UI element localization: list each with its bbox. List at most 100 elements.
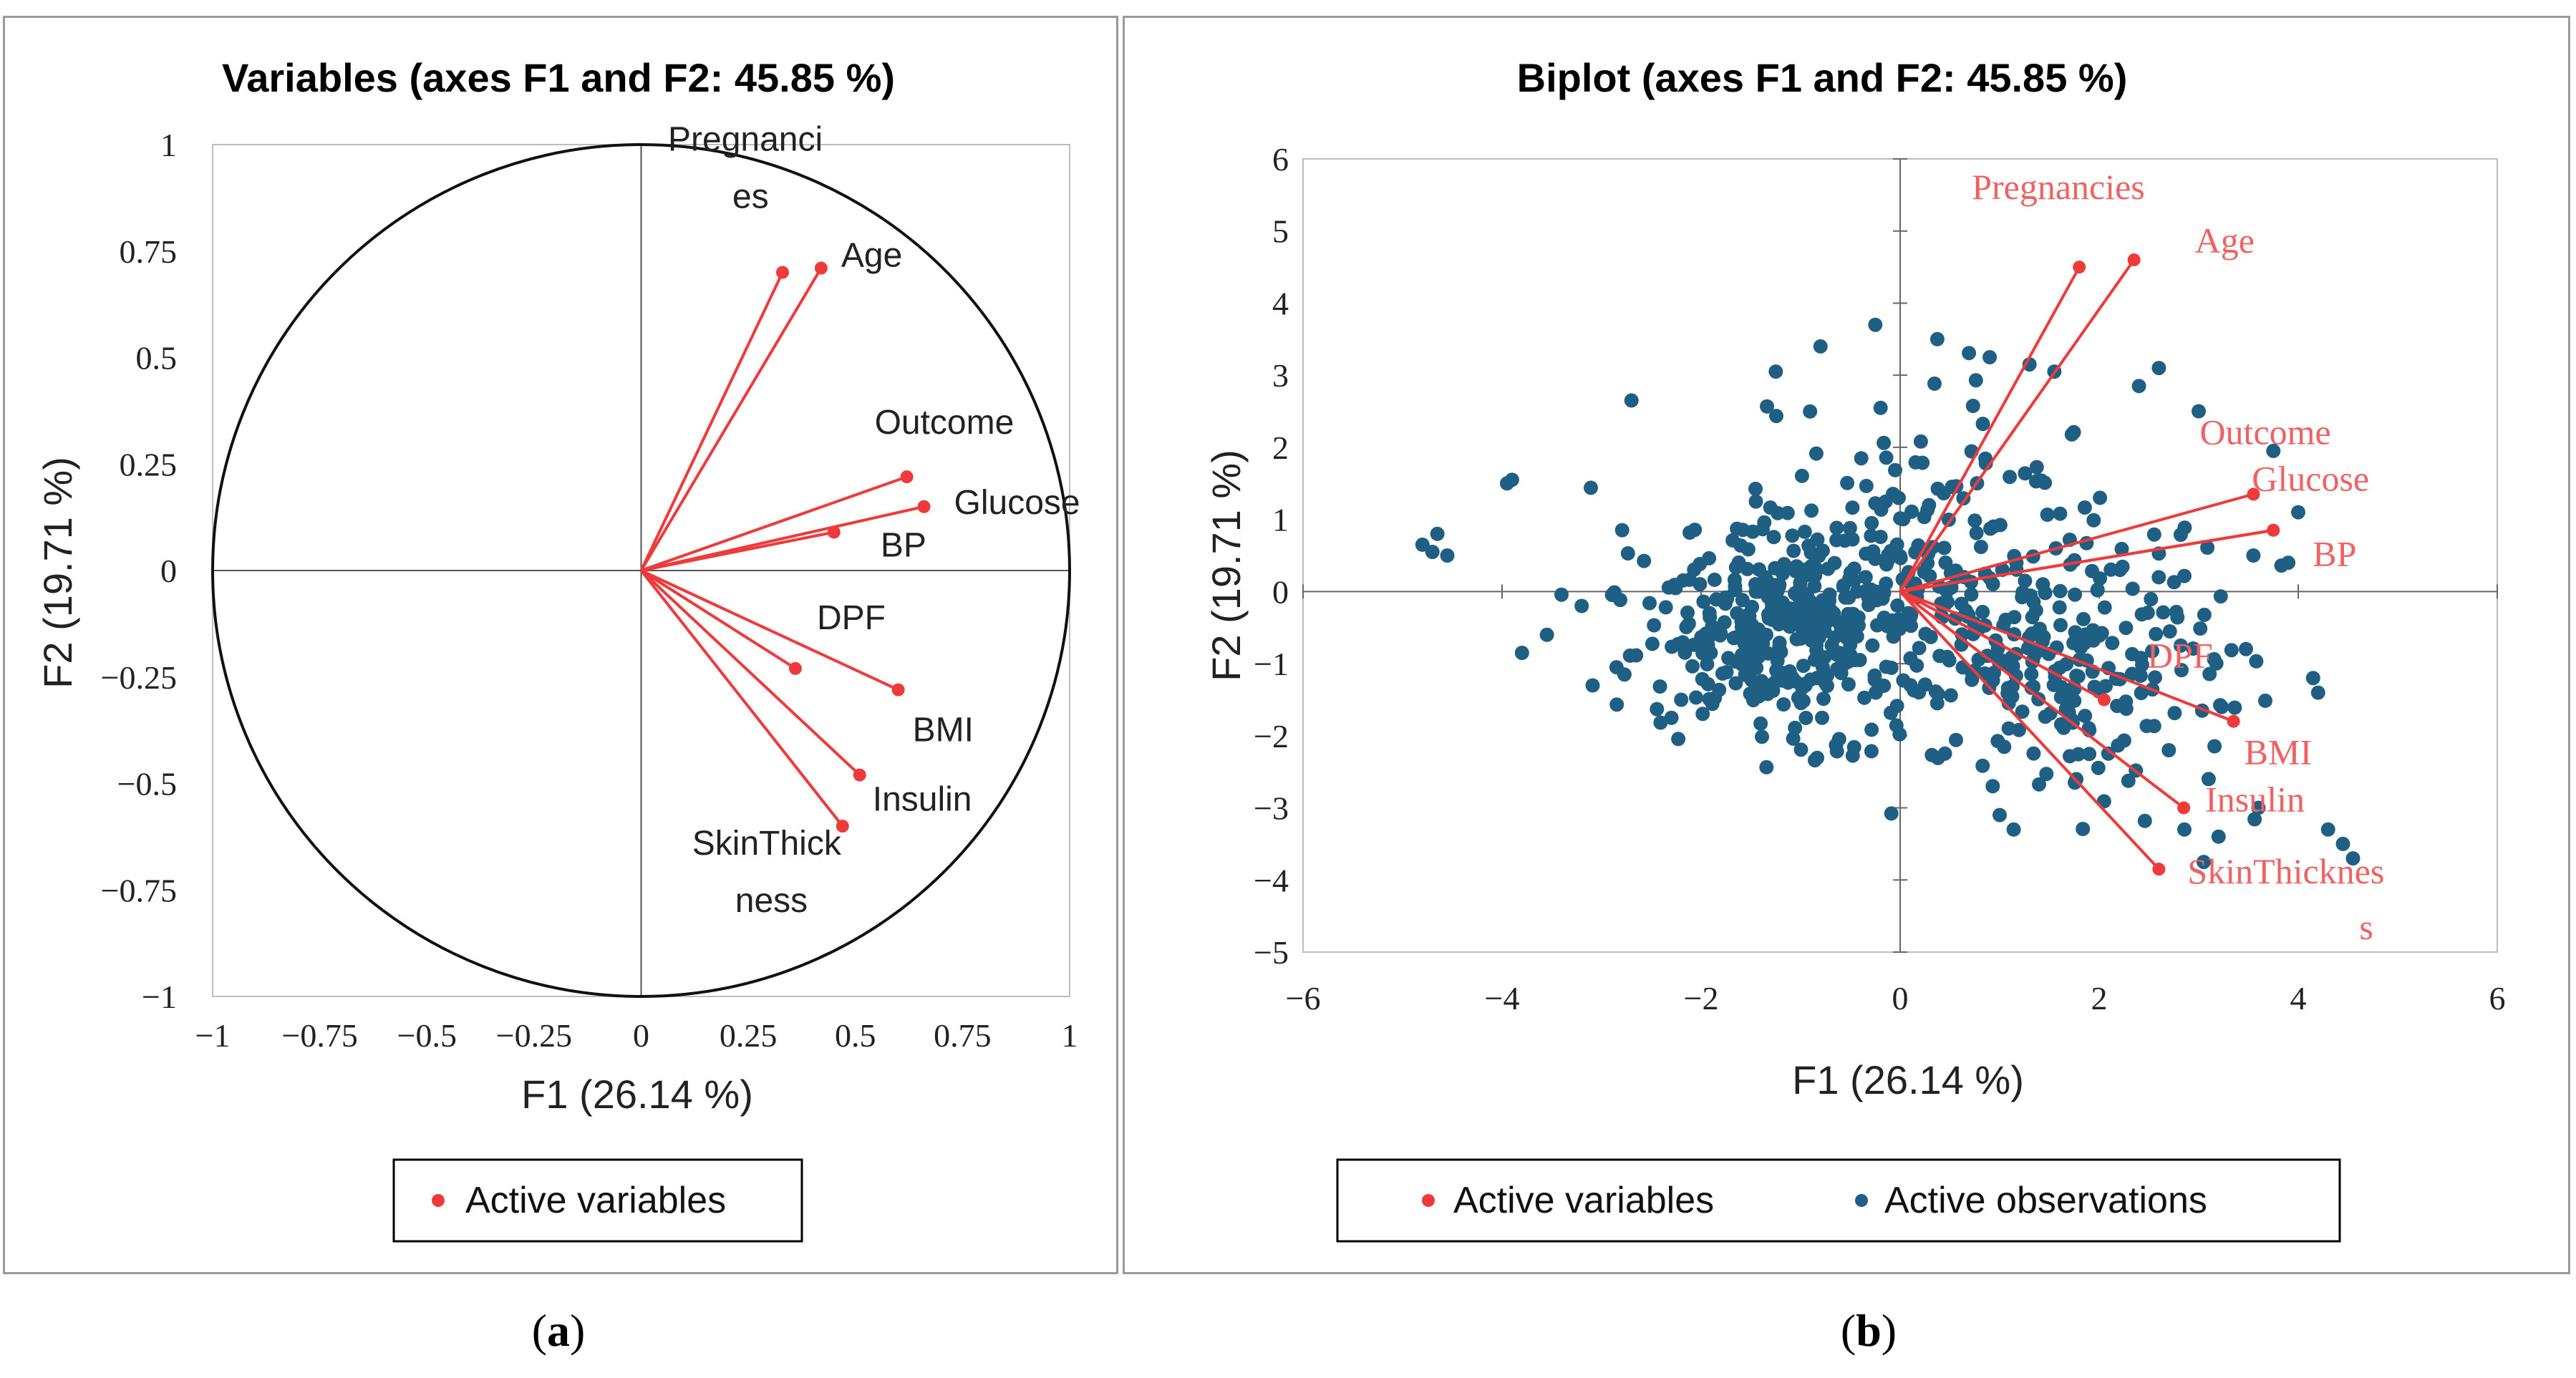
observation-point xyxy=(2213,698,2227,713)
observation-point xyxy=(1816,692,1831,707)
panel-b-x-tick: 2 xyxy=(2091,980,2108,1016)
panel-b-x-tick: 6 xyxy=(2489,980,2506,1016)
panel-a-ticks: −1 −0.75 −0.5 −0.25 0 0.25 0.5 0.75 1 1 0.75 0.5 0.2… xyxy=(101,127,1078,1054)
panel-b-label-bmi: BMI xyxy=(2245,732,2312,772)
panel-b-y-axis-label: F2 (19.71 %) xyxy=(1204,450,1249,681)
panel-a-x-tick: 0.5 xyxy=(835,1017,876,1054)
observation-point xyxy=(2151,361,2166,376)
observation-point xyxy=(2227,700,2242,715)
observation-point xyxy=(1717,615,1732,630)
observation-point xyxy=(1499,476,1514,491)
panel-a-vector-bp xyxy=(641,530,835,572)
observation-point xyxy=(1813,339,1828,354)
observation-point xyxy=(1664,710,1679,725)
panel-b-vector-insulin xyxy=(1899,590,2185,810)
observation-point xyxy=(1884,613,1899,628)
observation-point xyxy=(2119,621,2134,636)
observation-point xyxy=(1854,451,1869,466)
panel-a-vector-bmi xyxy=(640,569,899,692)
observation-point xyxy=(2148,670,2162,685)
observation-point xyxy=(2040,508,2055,522)
observation-point xyxy=(2053,506,2068,521)
observation-point xyxy=(2015,585,2030,600)
panel-b-y-tick: 6 xyxy=(1272,141,1289,178)
observation-point xyxy=(1760,399,1774,414)
panel-b-label-glucose: Glucose xyxy=(2252,459,2369,499)
observation-point xyxy=(1879,450,1894,465)
observation-point xyxy=(1693,577,1708,592)
observation-point xyxy=(1629,648,1644,663)
panel-a-label-outcome: Outcome xyxy=(875,404,1015,442)
observation-point xyxy=(1728,560,1743,575)
observation-point xyxy=(1785,528,1800,543)
observation-point xyxy=(2093,490,2108,505)
observation-point xyxy=(1614,523,1630,538)
panel-b-x-tick: 4 xyxy=(2290,980,2307,1016)
observation-point xyxy=(1620,546,1635,561)
legend-active-variables-marker xyxy=(432,1194,445,1207)
observation-point xyxy=(1696,594,1711,609)
observation-point xyxy=(1757,629,1772,644)
panel-b-x-tick: −2 xyxy=(1684,980,1719,1016)
observation-point xyxy=(2028,603,2043,618)
observation-point xyxy=(2064,427,2079,442)
observation-point xyxy=(2062,689,2077,704)
observation-point xyxy=(1650,702,1665,717)
observation-point xyxy=(2177,520,2192,535)
observation-point xyxy=(1873,400,1888,415)
observation-point xyxy=(1769,663,1784,678)
observation-point xyxy=(1728,654,1743,669)
observation-point xyxy=(2197,855,2211,870)
observation-point xyxy=(2281,555,2296,571)
observation-point xyxy=(1809,671,1824,686)
panel-a-y-tick: −0.75 xyxy=(101,872,177,908)
observation-point xyxy=(2077,636,2092,651)
observation-point xyxy=(1913,434,1928,449)
panel-a-x-tick: −0.5 xyxy=(397,1017,457,1054)
observation-point xyxy=(1965,672,1980,687)
observation-point xyxy=(1440,548,1455,563)
panel-b-point-dpf xyxy=(2097,693,2111,707)
observation-point xyxy=(2144,592,2159,606)
observation-point xyxy=(1742,608,1757,624)
panel-a-y-axis-label: F2 (19.71 %) xyxy=(35,457,80,689)
observation-point xyxy=(2006,822,2021,837)
observation-point xyxy=(2186,641,2201,656)
observation-point xyxy=(1922,498,1937,513)
observation-point xyxy=(1861,598,1876,612)
panel-b-point-skinthickness xyxy=(2152,863,2166,876)
observation-point xyxy=(1749,660,1764,675)
observation-point xyxy=(1748,481,1763,496)
panel-b-vector-dpf xyxy=(1899,590,2105,702)
observation-point xyxy=(1642,596,1657,611)
observation-point xyxy=(2046,677,2061,692)
panel-b-y-tick: 0 xyxy=(1272,573,1289,610)
observation-point xyxy=(1857,690,1872,705)
observation-point xyxy=(1868,496,1883,511)
legend-active-variables-label: Active variables xyxy=(465,1180,726,1221)
observation-point xyxy=(2139,719,2154,734)
observation-point xyxy=(1985,779,2000,794)
observation-point xyxy=(1782,664,1797,679)
observation-point xyxy=(1776,566,1790,581)
observation-point xyxy=(1647,618,1662,633)
observation-point xyxy=(2162,624,2177,639)
observation-point xyxy=(2202,666,2217,681)
observation-point xyxy=(1733,538,1748,553)
observation-point xyxy=(2310,685,2325,700)
observation-point xyxy=(2116,733,2131,748)
observation-point xyxy=(1975,604,1990,619)
panel-b-x-tick: −4 xyxy=(1485,980,1520,1016)
panel-a-vector-pregnancies xyxy=(639,271,784,571)
observation-point xyxy=(1425,545,1440,559)
observation-point xyxy=(1841,606,1856,621)
observation-point xyxy=(1677,645,1693,660)
observation-point xyxy=(1768,364,1783,379)
observation-point xyxy=(2266,443,2281,458)
observation-point xyxy=(1791,600,1806,615)
observation-point xyxy=(1730,606,1745,621)
legend-b-active-observations-marker xyxy=(1855,1194,1868,1207)
observation-point xyxy=(1810,562,1824,577)
observation-point xyxy=(1908,455,1923,470)
